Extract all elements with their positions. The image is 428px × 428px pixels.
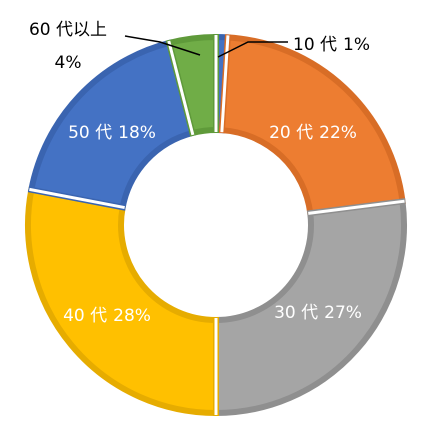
segment-label: 40 代 28% <box>63 306 151 326</box>
segment-separator <box>29 187 125 210</box>
category-label: 10 代 <box>293 35 337 55</box>
donut-segment <box>25 186 219 417</box>
category-label: 40 代 <box>63 306 107 326</box>
leader-line <box>217 41 288 58</box>
value-label: 1% <box>343 35 370 55</box>
segment-label: 10 代 1% <box>293 35 370 55</box>
value-label: 28% <box>113 306 151 326</box>
value-label: 18% <box>118 123 156 143</box>
value-label: 22% <box>319 123 357 143</box>
donut-segment <box>27 39 197 211</box>
donut-segment <box>213 198 407 417</box>
leader-line <box>124 35 201 56</box>
value-label: 27% <box>324 303 362 323</box>
category-label: 30 代 <box>274 303 318 323</box>
segment-label: 20 代 22% <box>269 123 357 143</box>
segment-separator <box>308 199 405 215</box>
segment-separator <box>220 35 230 133</box>
segment-label: 30 代 27% <box>274 303 362 323</box>
category-label: 50 代 <box>68 123 112 143</box>
donut-segment <box>218 34 406 217</box>
segment-separator <box>167 40 195 136</box>
category-label: 60 代以上 <box>29 20 107 40</box>
value-label: 4% <box>55 53 82 73</box>
category-label: 20 代 <box>269 123 313 143</box>
segment-label: 50 代 18% <box>68 123 156 143</box>
